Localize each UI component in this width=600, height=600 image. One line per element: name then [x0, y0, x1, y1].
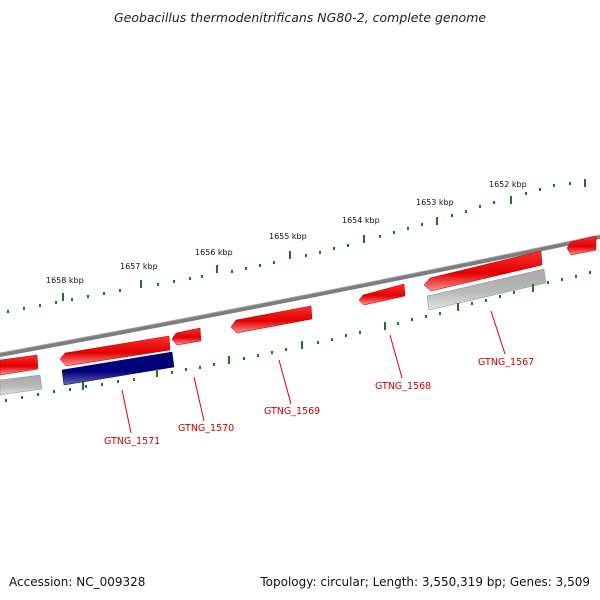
leader-gtng-1571: [121, 389, 132, 434]
leader-gtng-1567: [490, 310, 506, 355]
scale-label-1655: 1655 kbp: [269, 232, 307, 241]
gene-arrow-gtng-1569: [230, 305, 313, 334]
gene-label-gtng-1568: GTNG_1568: [375, 381, 431, 392]
gene-arrow-gtng-1571: [59, 335, 171, 367]
gene-arrow-forward-far-left: [0, 354, 39, 376]
gene-bar-reverse-far-left: [0, 374, 43, 396]
gene-bar-reverse-gtng-1567: [426, 268, 547, 311]
scale-label-1656: 1656 kbp: [195, 248, 233, 257]
leader-gtng-1568: [389, 334, 403, 379]
inner-scale-track: [5, 271, 591, 402]
outer-scale-track: [7, 179, 586, 313]
gene-labels: GTNG_1567 GTNG_1568 GTNG_1569 GTNG_1570 …: [104, 357, 534, 447]
forward-genes: [0, 235, 597, 376]
gene-label-gtng-1570: GTNG_1570: [178, 423, 234, 434]
gene-label-gtng-1567: GTNG_1567: [478, 357, 534, 368]
inner-major-ticks: [82, 284, 534, 390]
gene-bar-reverse-gtng-1571: [61, 351, 175, 386]
scale-labels: 1652 kbp 1653 kbp 1654 kbp 1655 kbp 1656…: [46, 180, 527, 285]
scale-label-1653: 1653 kbp: [416, 198, 454, 207]
scale-label-1657: 1657 kbp: [120, 262, 158, 271]
gene-label-gtng-1569: GTNG_1569: [264, 406, 320, 417]
outer-major-ticks: [62, 179, 586, 301]
scale-label-1654: 1654 kbp: [342, 216, 380, 225]
label-leaders: [121, 310, 506, 434]
gene-arrow-gtng-1568: [358, 283, 406, 306]
scale-label-1658: 1658 kbp: [46, 276, 84, 285]
accession-text: Accession: NC_009328: [9, 575, 146, 589]
reverse-genes: [0, 268, 547, 396]
gene-arrow-forward-far-right: [566, 235, 597, 256]
genome-summary-text: Topology: circular; Length: 3,550,319 bp…: [260, 575, 590, 589]
gene-arrow-gtng-1570: [171, 327, 202, 346]
genome-backbone: [0, 235, 600, 357]
gene-arrow-gtng-1567: [423, 250, 543, 292]
inner-minor-ticks: [5, 271, 591, 402]
gene-label-gtng-1571: GTNG_1571: [104, 436, 160, 447]
scale-label-1652: 1652 kbp: [489, 180, 527, 189]
leader-gtng-1569: [278, 359, 292, 405]
outer-minor-ticks: [7, 182, 571, 313]
leader-gtng-1570: [193, 376, 205, 422]
genome-backbone-highlight: [0, 234, 600, 354]
genome-title: Geobacillus thermodenitrificans NG80-2, …: [113, 10, 487, 25]
